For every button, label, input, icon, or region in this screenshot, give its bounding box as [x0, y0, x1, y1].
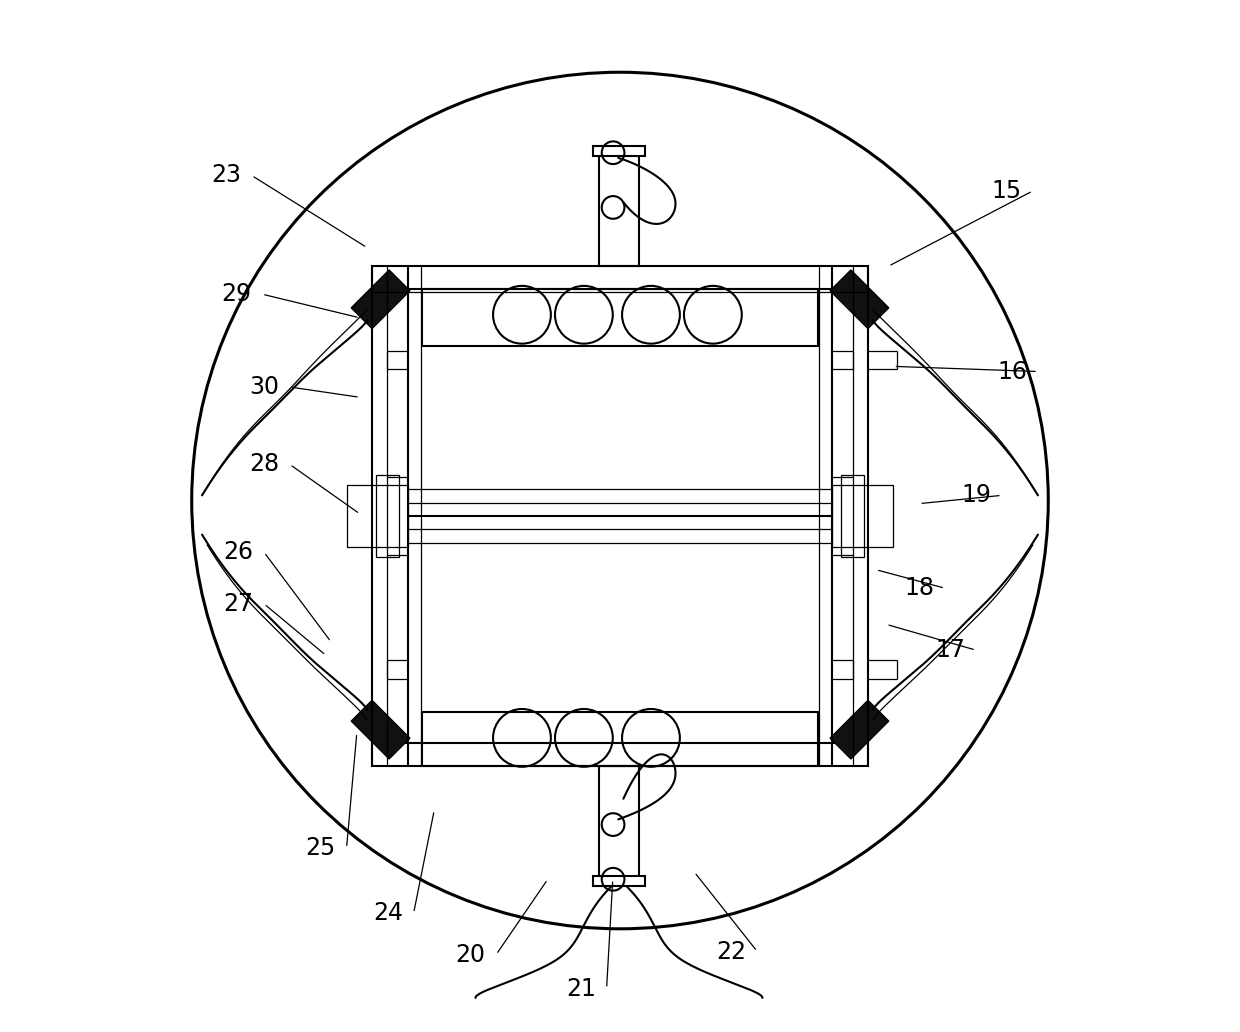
Bar — [593, 876, 645, 886]
Bar — [422, 712, 818, 766]
Text: 17: 17 — [935, 638, 965, 663]
Text: 20: 20 — [455, 942, 485, 967]
Text: 30: 30 — [249, 375, 279, 399]
Bar — [372, 743, 868, 766]
Text: 18: 18 — [904, 576, 934, 601]
Text: 22: 22 — [717, 939, 746, 964]
Text: 21: 21 — [565, 976, 595, 1001]
Polygon shape — [830, 270, 889, 328]
Bar — [346, 485, 408, 547]
Bar — [832, 485, 894, 547]
Text: 16: 16 — [997, 359, 1027, 384]
Text: 23: 23 — [211, 163, 241, 188]
Text: 28: 28 — [249, 452, 279, 477]
Bar — [372, 266, 868, 289]
Polygon shape — [830, 701, 889, 759]
Bar — [841, 475, 863, 557]
Text: 29: 29 — [221, 282, 250, 307]
Polygon shape — [351, 701, 410, 759]
Bar — [599, 766, 639, 884]
Text: 26: 26 — [223, 540, 253, 565]
Bar — [593, 146, 645, 156]
Bar — [377, 475, 399, 557]
Bar — [422, 289, 818, 346]
Text: 15: 15 — [992, 179, 1022, 203]
Text: 25: 25 — [305, 836, 336, 861]
Polygon shape — [351, 270, 410, 328]
Text: 19: 19 — [961, 483, 991, 508]
Text: 24: 24 — [373, 901, 403, 926]
Text: 27: 27 — [223, 591, 253, 616]
Bar — [599, 148, 639, 266]
